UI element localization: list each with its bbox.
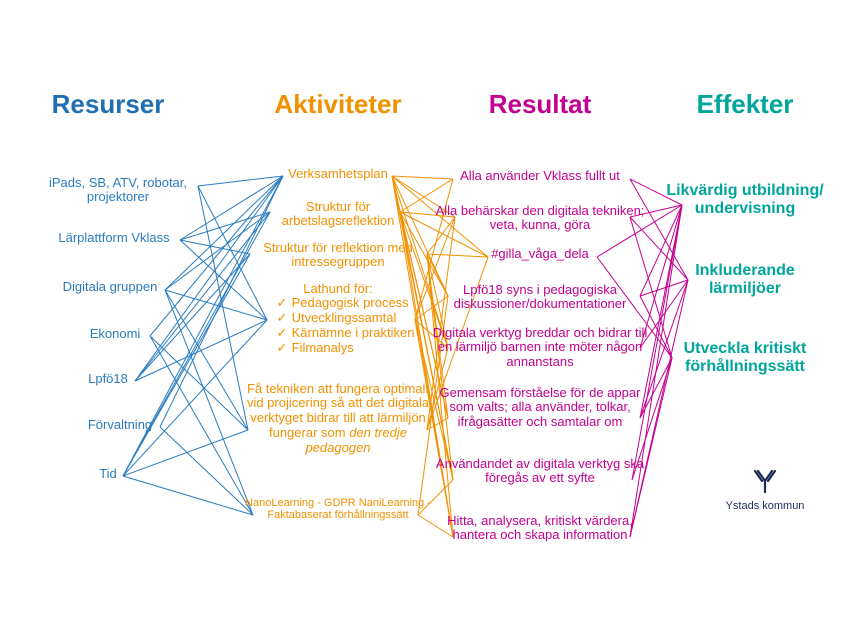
node-e2: Inkluderande lärmiljöer [660, 262, 830, 299]
node-a2: Struktur för arbetslagsreflektion [253, 200, 423, 230]
node-s8: Hitta, analysera, kritiskt värdera, hant… [430, 514, 650, 544]
node-s4: Lpfö18 syns i pedagogiska diskussioner/d… [430, 283, 650, 313]
node-a6: NanoLearning - GDPR NaniLearning - Fakta… [238, 497, 438, 522]
node-a5: Få tekniken att fungera optimalt vid pro… [238, 382, 438, 457]
diagram-stage: Resurser Aktiviteter Resultat Effekter i… [0, 0, 853, 640]
node-r2: Lärplattform Vklass [39, 231, 189, 246]
ystads-kommun-logo: Ystads kommun [720, 468, 810, 512]
node-r6: Förvaltning [60, 418, 180, 433]
node-e1: Likvärdig utbildning/ undervisning [660, 182, 830, 219]
node-s5: Digitala verktyg breddar och bidrar till… [430, 326, 650, 371]
node-r7: Tid [68, 467, 148, 482]
node-a3: Struktur för reflektion med intressegrup… [238, 241, 438, 271]
logo-text: Ystads kommun [726, 500, 805, 512]
node-a1: Verksamhetsplan [258, 167, 418, 182]
node-r4: Ekonomi [55, 327, 175, 342]
column-header-resultat: Resultat [440, 89, 640, 120]
column-header-resurser: Resurser [8, 89, 208, 120]
node-e3: Utveckla kritiskt förhållningssätt [655, 340, 835, 377]
node-s1: Alla använder Vklass fullt ut [435, 169, 645, 184]
node-a4: Lathund för:✓ Pedagogisk process✓ Utveck… [238, 282, 438, 357]
column-header-effekter: Effekter [645, 89, 845, 120]
node-s2: Alla behärskar den digitala tekniken; ve… [435, 204, 645, 234]
column-header-aktiviteter: Aktiviteter [238, 89, 438, 120]
node-s3: #gilla_våga_dela [435, 247, 645, 262]
node-r1: iPads, SB, ATV, robotar, projektorer [38, 176, 198, 206]
node-s6: Gemensam förståelse för de appar som val… [430, 386, 650, 431]
node-s7: Användandet av digitala verktyg ska före… [430, 457, 650, 487]
node-r5: Lpfö18 [48, 372, 168, 387]
node-r3: Digitala gruppen [40, 280, 180, 295]
